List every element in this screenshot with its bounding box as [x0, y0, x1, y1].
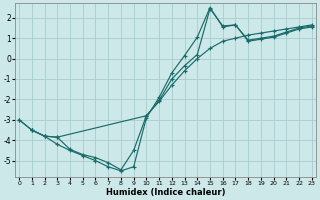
X-axis label: Humidex (Indice chaleur): Humidex (Indice chaleur)	[106, 188, 225, 197]
